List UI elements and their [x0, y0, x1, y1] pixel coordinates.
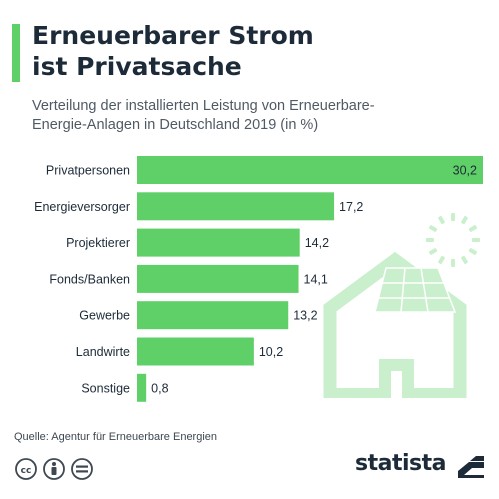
- chart-subtitle: Verteilung der installierten Leistung vo…: [32, 97, 472, 135]
- category-label-sonstige: Sonstige: [81, 381, 130, 395]
- value-label-sonstige: 0,8: [151, 381, 168, 395]
- chart-title: Erneuerbarer Strom ist Privatsache: [32, 20, 472, 82]
- by-icon[interactable]: [43, 458, 65, 480]
- title-line-2: ist Privatsache: [32, 52, 242, 81]
- subtitle-line-1: Verteilung der installierten Leistung vo…: [32, 98, 375, 114]
- title-accent-bar: [12, 24, 20, 82]
- category-label-projektierer: Projektierer: [66, 236, 130, 250]
- bar-chart: Privatpersonen 30,2 Energieversorger 17,2 Pr…: [34, 156, 483, 402]
- subtitle-line-2: Energie-Anlagen in Deutschland 2019 (in …: [32, 117, 319, 133]
- bars: Privatpersonen 30,2 Energieversorger 17,2 Pr…: [34, 156, 483, 402]
- bar-energieversorger: [137, 192, 335, 221]
- nd-icon[interactable]: [71, 458, 93, 480]
- bar-sonstige: [137, 373, 147, 402]
- value-label-gewerbe: 13,2: [293, 309, 317, 323]
- category-label-privatpersonen: Privatpersonen: [46, 164, 130, 178]
- source-note: Quelle: Agentur für Erneuerbare Energien: [14, 431, 218, 443]
- title-line-1: Erneuerbarer Strom: [32, 21, 314, 50]
- bar-privatpersonen: [137, 156, 483, 184]
- category-label-gewerbe: Gewerbe: [79, 309, 130, 323]
- bar-projektierer: [137, 228, 300, 257]
- house-with-solar-panel-icon: [323, 251, 467, 398]
- bar-landwirte: [137, 337, 254, 366]
- category-label-landwirte: Landwirte: [76, 345, 130, 359]
- license-icons: cc: [15, 458, 93, 480]
- bar-gewerbe: [137, 301, 289, 330]
- category-label-fonds-banken: Fonds/Banken: [49, 272, 130, 286]
- value-label-fonds-banken: 14,1: [304, 272, 328, 286]
- value-label-privatpersonen: 30,2: [453, 164, 477, 178]
- statista-logo-icon: [458, 456, 484, 478]
- cc-icon[interactable]: cc: [15, 458, 37, 480]
- value-label-landwirte: 10,2: [259, 345, 283, 359]
- value-label-energieversorger: 17,2: [339, 200, 363, 214]
- solar-panel: [374, 267, 457, 313]
- statista-logo[interactable]: statista: [355, 451, 446, 476]
- category-label-energieversorger: Energieversorger: [34, 200, 130, 214]
- svg-text:cc: cc: [21, 466, 32, 476]
- bar-fonds-banken: [137, 264, 299, 293]
- sun-icon: [426, 213, 480, 267]
- value-label-projektierer: 14,2: [305, 236, 329, 250]
